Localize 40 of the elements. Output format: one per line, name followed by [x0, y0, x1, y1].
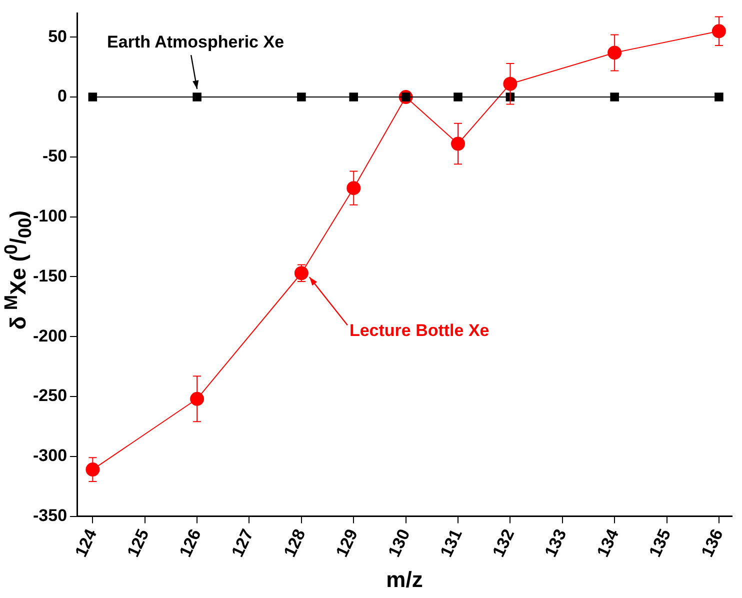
y-tick-label: -100 [32, 206, 68, 226]
y-tick-label: -200 [32, 326, 68, 346]
point [454, 92, 462, 102]
y-tick-label: -300 [32, 446, 68, 466]
y-tick-label: -250 [32, 386, 68, 406]
point [190, 392, 204, 406]
point [451, 136, 466, 151]
x-axis-title: m/z [386, 566, 423, 592]
y-tick-label: 50 [48, 26, 68, 46]
x-tick-label: 133 [541, 526, 570, 560]
x-tick-label: 132 [488, 526, 518, 560]
point [346, 181, 361, 196]
x-tick-label: 126 [176, 526, 205, 560]
point [610, 92, 619, 102]
point [192, 92, 202, 102]
y-tick-label: -350 [32, 506, 68, 525]
x-tick-label: 127 [228, 526, 258, 560]
annotation: Lecture Bottle Xe [349, 320, 490, 340]
x-tick-label: 130 [384, 526, 414, 560]
y-tick-label: 0 [58, 86, 68, 106]
x-tick-label: 136 [698, 526, 727, 560]
x-tick-label: 128 [280, 526, 310, 560]
point [712, 24, 726, 38]
x-tick-label: 129 [332, 526, 362, 560]
annotation: Earth Atmospheric Xe [107, 32, 284, 52]
x-tick-label: 135 [645, 526, 675, 560]
x-tick-label: 134 [593, 526, 623, 560]
point [349, 92, 358, 102]
point [86, 462, 100, 477]
point [714, 92, 724, 102]
point [503, 76, 518, 91]
y-tick-label: -50 [42, 146, 68, 166]
point [88, 92, 98, 102]
x-tick-label: 131 [436, 526, 466, 560]
point [608, 46, 622, 60]
x-tick-label: 124 [71, 526, 101, 560]
x-tick-label: 125 [124, 526, 153, 560]
y-tick-label: -150 [32, 266, 68, 286]
point [297, 92, 306, 102]
point [294, 266, 308, 280]
